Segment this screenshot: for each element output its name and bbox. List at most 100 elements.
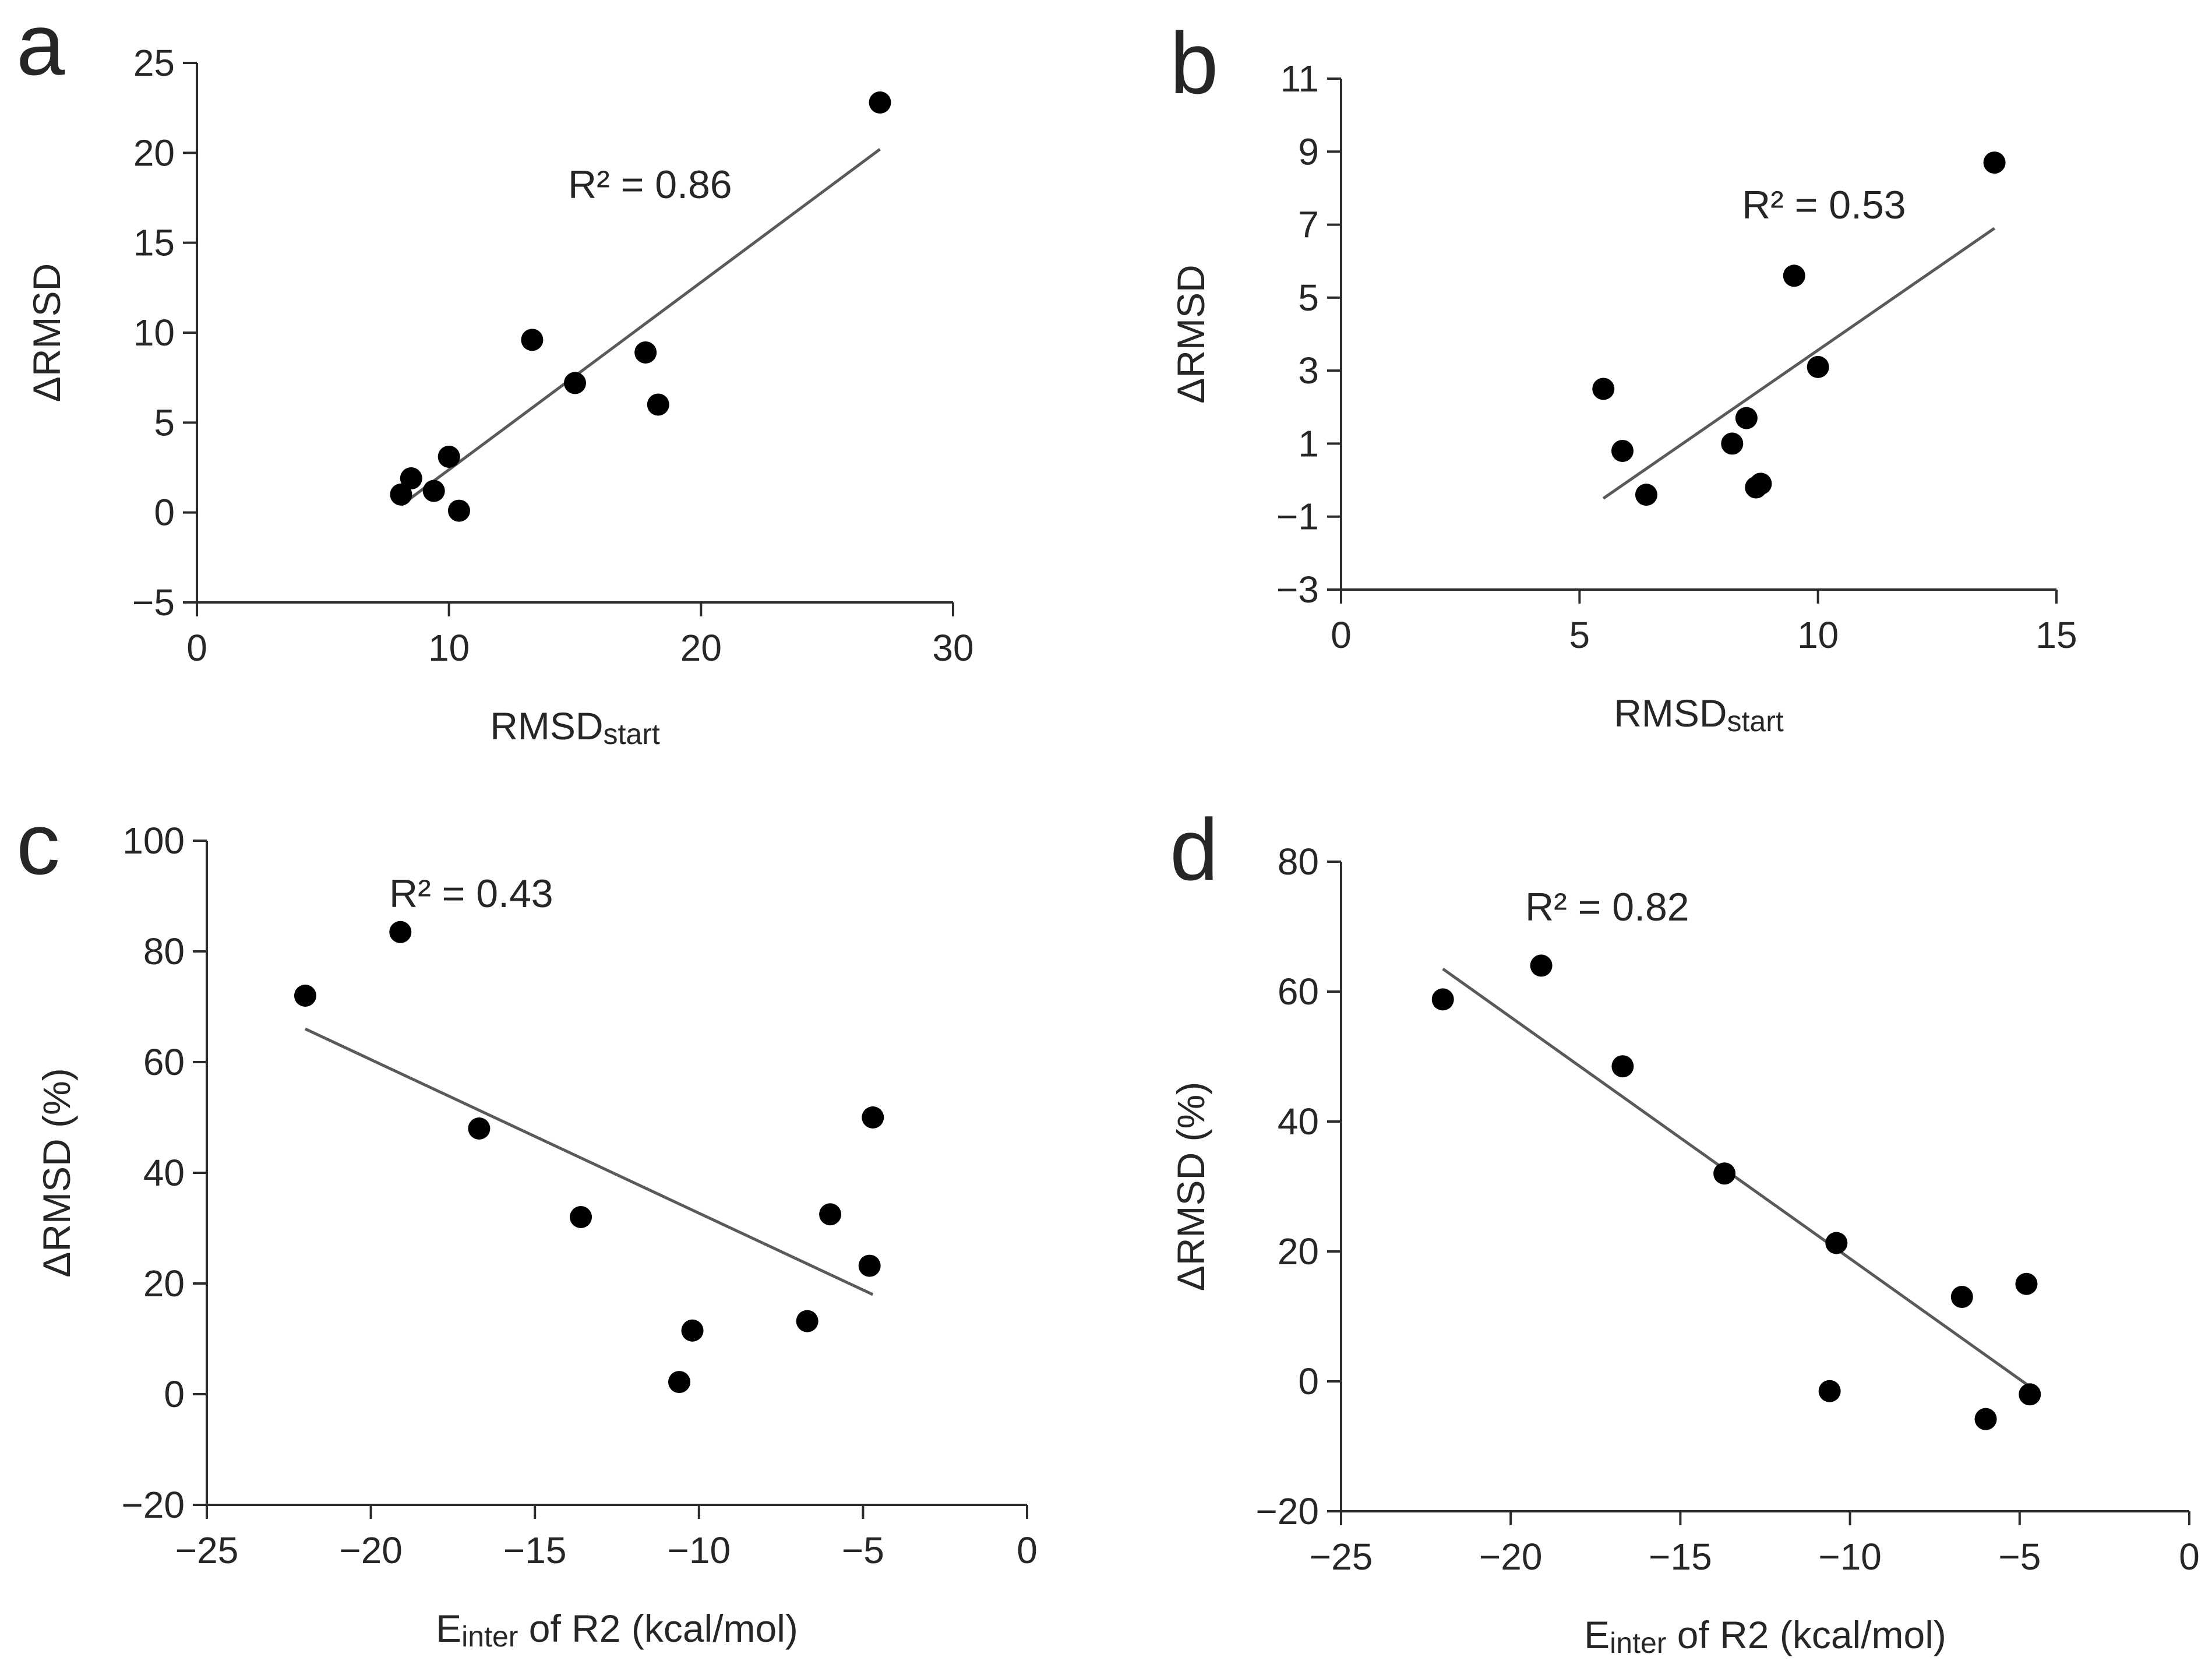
data-point <box>634 341 657 364</box>
data-point <box>1749 472 1772 495</box>
y-tick-label: 60 <box>143 1041 185 1083</box>
x-tick-label: 20 <box>680 627 722 669</box>
data-point <box>447 499 470 522</box>
x-axis-title: Einter of R2 (kcal/mol) <box>1584 1613 1946 1659</box>
panel-letter: a <box>16 0 65 93</box>
y-tick-label: 0 <box>164 1373 185 1415</box>
data-point <box>438 445 460 468</box>
data-point <box>1818 1380 1841 1402</box>
x-tick-label: −10 <box>668 1529 731 1571</box>
y-axis-title: ΔRMSD (%) <box>35 1068 78 1277</box>
trend-line <box>1602 227 1995 500</box>
y-tick-label: 80 <box>1278 841 1319 883</box>
data-point <box>389 921 412 943</box>
r-squared-annotation: R² = 0.53 <box>1742 183 1906 227</box>
data-point <box>858 1254 881 1277</box>
r-squared-annotation: R² = 0.82 <box>1525 885 1689 929</box>
y-tick-label: 5 <box>154 401 175 443</box>
y-tick-label: −20 <box>1255 1490 1319 1532</box>
x-tick-label: −25 <box>175 1529 239 1571</box>
data-point <box>521 329 544 351</box>
data-point <box>681 1319 704 1342</box>
y-tick-label: 0 <box>154 492 175 534</box>
y-tick-label: 20 <box>1278 1230 1319 1272</box>
panel-letter: b <box>1170 14 1218 112</box>
x-tick-label: 0 <box>1331 614 1352 656</box>
x-tick-label: 30 <box>932 627 973 669</box>
y-tick-label: 20 <box>143 1263 185 1304</box>
data-point <box>1950 1286 1973 1309</box>
y-tick-label: −20 <box>121 1484 185 1526</box>
y-tick-label: 60 <box>1278 971 1319 1013</box>
data-point <box>2015 1272 2038 1295</box>
x-tick-label: −5 <box>1998 1536 2041 1578</box>
y-tick-label: 1 <box>1298 422 1319 464</box>
y-tick-label: 5 <box>1298 277 1319 319</box>
data-point <box>668 1371 691 1394</box>
trend-line <box>304 1027 874 1296</box>
y-tick-label: 40 <box>1278 1101 1319 1142</box>
data-point <box>564 372 586 394</box>
panel-a: a −5 0 5 10 15 20 25 0 10 20 30 RMSDstart ΔRMSD R² = 0… <box>16 0 974 750</box>
x-tick-label: −15 <box>503 1529 567 1571</box>
x-tick-label: 15 <box>2035 614 2077 656</box>
x-tick-label: 10 <box>1797 614 1839 656</box>
x-tick-label: −5 <box>842 1529 884 1571</box>
x-axis-title: Einter of R2 (kcal/mol) <box>436 1607 798 1653</box>
y-tick-label: −1 <box>1276 496 1319 538</box>
x-axis-title: RMSDstart <box>1614 692 1784 738</box>
data-point <box>1635 484 1657 506</box>
data-point <box>570 1206 592 1228</box>
x-tick-label: 0 <box>1017 1529 1038 1571</box>
data-point <box>400 467 422 490</box>
x-tick-label: 10 <box>428 627 470 669</box>
data-point <box>862 1106 884 1129</box>
data-point <box>1611 1055 1634 1078</box>
trend-line <box>400 148 881 507</box>
data-point <box>422 479 445 502</box>
r-squared-annotation: R² = 0.86 <box>568 163 732 207</box>
data-point <box>869 91 891 114</box>
data-point <box>647 393 669 416</box>
y-tick-label: 100 <box>122 820 185 862</box>
data-point <box>1611 439 1634 462</box>
data-point <box>1735 407 1758 429</box>
y-tick-label: 40 <box>143 1152 185 1194</box>
y-axis-title: ΔRMSD <box>25 263 68 402</box>
x-tick-label: −20 <box>1479 1536 1543 1578</box>
y-axis-title: ΔRMSD (%) <box>1169 1082 1212 1291</box>
x-tick-label: 5 <box>1569 614 1590 656</box>
y-tick-label: 80 <box>143 930 185 972</box>
x-tick-label: 0 <box>186 627 207 669</box>
y-tick-label: 20 <box>133 132 175 174</box>
y-axis-title: ΔRMSD <box>1169 265 1212 403</box>
y-tick-label: 0 <box>1298 1360 1319 1402</box>
data-point <box>468 1117 491 1140</box>
x-tick-label: −15 <box>1649 1536 1712 1578</box>
data-point <box>1974 1408 1997 1430</box>
data-point <box>1983 151 2006 174</box>
panel-b: b −3 −1 1 3 5 7 9 11 0 5 10 15 RMSDstart ΔRMSD R² = 0.5… <box>1169 14 2077 738</box>
y-tick-label: 7 <box>1298 204 1319 246</box>
panel-letter: d <box>1170 801 1218 898</box>
data-point <box>1592 378 1615 400</box>
x-tick-label: −10 <box>1818 1536 1882 1578</box>
y-tick-label: 3 <box>1298 350 1319 392</box>
data-point <box>390 483 412 506</box>
y-tick-label: 15 <box>133 222 175 264</box>
data-point <box>1783 265 1805 287</box>
trend-line <box>1442 967 2031 1388</box>
data-point <box>1721 432 1744 455</box>
x-axis-title: RMSDstart <box>490 704 660 750</box>
data-point <box>1713 1162 1736 1185</box>
x-tick-label: −20 <box>339 1529 403 1571</box>
r-squared-annotation: R² = 0.43 <box>389 872 553 916</box>
y-tick-label: 25 <box>133 42 175 84</box>
y-tick-label: −3 <box>1276 569 1319 611</box>
data-point <box>819 1203 842 1226</box>
data-point <box>796 1310 819 1332</box>
data-point <box>1530 954 1553 977</box>
y-tick-label: 10 <box>133 312 175 354</box>
data-point <box>1807 355 1829 378</box>
